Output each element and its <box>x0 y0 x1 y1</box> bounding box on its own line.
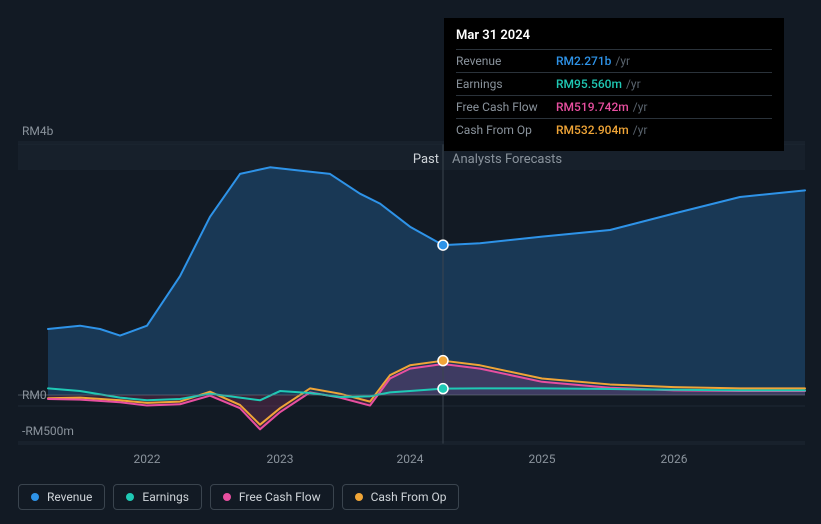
past-label: Past <box>413 152 439 167</box>
y-axis-label: -RM500m <box>22 424 74 438</box>
tooltip-label: Cash From Op <box>456 123 556 137</box>
tooltip-row: Cash From OpRM532.904m/yr <box>456 118 772 141</box>
tooltip-row: EarningsRM95.560m/yr <box>456 72 772 95</box>
x-axis-label: 2022 <box>134 452 161 466</box>
chart-tooltip: Mar 31 2024 RevenueRM2.271b/yrEarningsRM… <box>444 18 784 151</box>
tooltip-label: Free Cash Flow <box>456 100 556 114</box>
x-axis-label: 2024 <box>397 452 424 466</box>
y-axis-label: RM4b <box>22 124 53 138</box>
tooltip-label: Earnings <box>456 77 556 91</box>
legend-dot <box>126 493 134 501</box>
legend-dot <box>31 493 39 501</box>
tooltip-unit: /yr <box>633 100 648 114</box>
tooltip-date: Mar 31 2024 <box>456 28 772 43</box>
tooltip-unit: /yr <box>626 77 641 91</box>
forecast-label: Analysts Forecasts <box>452 152 562 167</box>
legend-label: Revenue <box>47 490 92 504</box>
legend-label: Cash From Op <box>371 490 447 504</box>
legend-item-free-cash-flow[interactable]: Free Cash Flow <box>210 484 334 510</box>
tooltip-value: RM532.904m <box>556 123 629 137</box>
legend-label: Free Cash Flow <box>239 490 321 504</box>
tooltip-value: RM519.742m <box>556 100 629 114</box>
x-axis-label: 2026 <box>661 452 688 466</box>
y-axis-label: RM0 <box>22 388 47 402</box>
x-axis-label: 2025 <box>529 452 556 466</box>
legend-dot <box>223 493 231 501</box>
tooltip-unit: /yr <box>633 123 648 137</box>
tooltip-value: RM2.271b <box>556 54 611 68</box>
legend-item-cash-from-op[interactable]: Cash From Op <box>342 484 460 510</box>
tooltip-row: Free Cash FlowRM519.742m/yr <box>456 95 772 118</box>
tooltip-value: RM95.560m <box>556 77 622 91</box>
tooltip-row: RevenueRM2.271b/yr <box>456 49 772 72</box>
legend-item-revenue[interactable]: Revenue <box>18 484 105 510</box>
legend-item-earnings[interactable]: Earnings <box>113 484 202 510</box>
legend-dot <box>355 493 363 501</box>
tooltip-unit: /yr <box>615 54 630 68</box>
tooltip-label: Revenue <box>456 54 556 68</box>
legend: Revenue Earnings Free Cash Flow Cash From O… <box>18 484 459 510</box>
legend-label: Earnings <box>142 490 189 504</box>
x-axis-label: 2023 <box>267 452 294 466</box>
